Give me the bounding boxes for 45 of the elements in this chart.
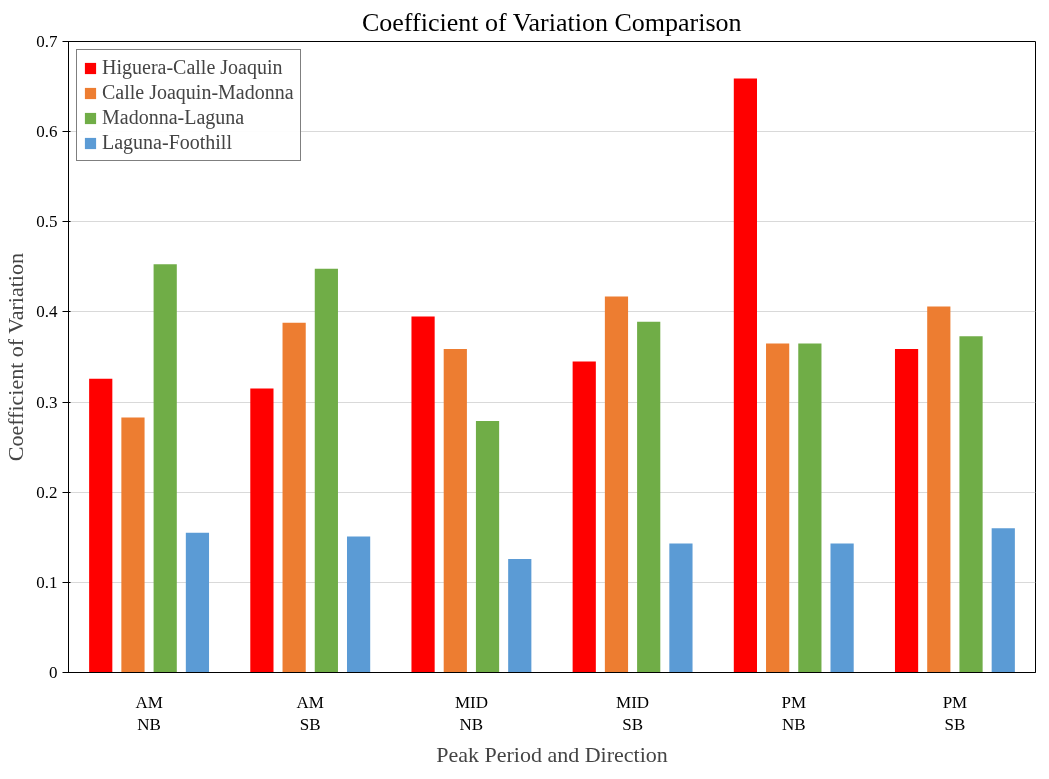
y-tick-label: 0.5 xyxy=(36,212,58,232)
chart-title: Coefficient of Variation Comparison xyxy=(361,7,742,37)
bar xyxy=(766,343,790,673)
bar xyxy=(185,532,210,673)
bar xyxy=(798,343,822,673)
x-tick-label: MID SB xyxy=(616,692,650,735)
bar xyxy=(572,361,596,673)
x-tick-label: AM NB xyxy=(135,692,163,735)
y-tick-label: 0.7 xyxy=(36,32,58,51)
bar xyxy=(282,322,306,673)
legend-label: Madonna-Laguna xyxy=(102,106,245,129)
bar xyxy=(637,321,661,673)
x-tick-label: PM SB xyxy=(942,692,968,735)
x-tick-label: PM NB xyxy=(781,692,807,735)
bar xyxy=(153,264,177,673)
bar xyxy=(894,348,919,673)
y-axis-title: Coefficient of Variation xyxy=(3,253,29,462)
bar xyxy=(443,348,467,673)
bar xyxy=(991,528,1015,673)
y-tick-label: 0.2 xyxy=(36,482,58,502)
bar xyxy=(411,316,435,673)
bar xyxy=(927,306,951,673)
y-tick-label: 0.4 xyxy=(36,302,58,322)
y-tick-label: 0.3 xyxy=(36,392,58,412)
bar xyxy=(959,336,983,673)
y-tick-label: 0 xyxy=(49,663,58,682)
bar xyxy=(508,558,532,673)
bar xyxy=(89,378,113,673)
bar xyxy=(733,78,757,673)
bar xyxy=(250,388,274,673)
bar xyxy=(314,268,338,673)
x-axis-title: Peak Period and Direction xyxy=(436,742,668,768)
bar xyxy=(475,421,500,673)
x-tick-label: AM SB xyxy=(296,692,324,735)
bar xyxy=(347,536,371,673)
legend-label: Laguna-Foothill xyxy=(102,131,232,154)
legend-label: Calle Joaquin-Madonna xyxy=(102,81,294,104)
legend-label: Higuera-Calle Joaquin xyxy=(102,56,283,79)
x-tick-label: MID NB xyxy=(454,692,488,735)
bar xyxy=(669,543,693,673)
bar xyxy=(830,543,854,673)
y-tick-label: 0.6 xyxy=(36,122,58,142)
bar xyxy=(604,296,629,673)
y-tick-label: 0.1 xyxy=(36,572,58,592)
bar xyxy=(121,417,145,673)
